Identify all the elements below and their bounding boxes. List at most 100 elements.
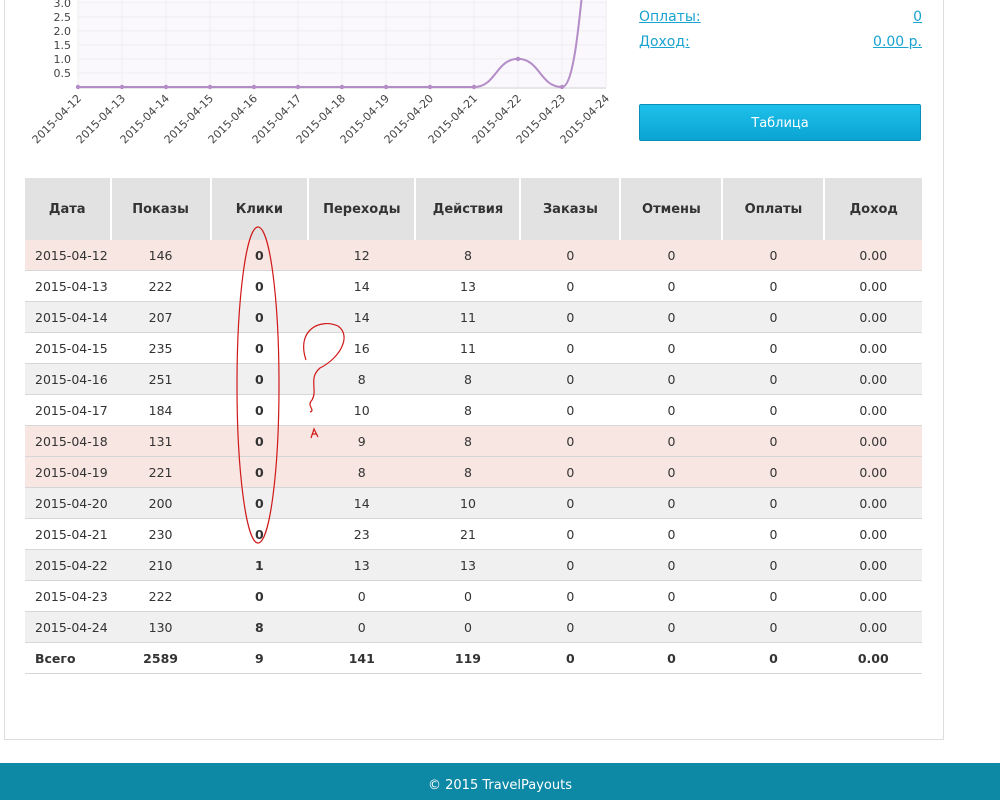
point bbox=[383, 84, 389, 90]
table-cell: 0 bbox=[620, 301, 723, 333]
column-header: Оплаты bbox=[721, 178, 825, 240]
summary-label[interactable]: Доход: bbox=[639, 34, 690, 50]
table-button[interactable]: Таблица bbox=[639, 104, 921, 141]
table-cell: 0.00 bbox=[824, 549, 922, 581]
table-cell: 0 bbox=[620, 270, 723, 302]
table-cell: 0.00 bbox=[824, 518, 922, 550]
table-cell: 8 bbox=[210, 611, 309, 643]
table-cell: 0.00 bbox=[824, 394, 922, 426]
table-cell: 0 bbox=[620, 487, 723, 519]
table-cell: 0 bbox=[620, 518, 723, 550]
table-cell: 222 bbox=[110, 270, 211, 302]
table-row: 2015-04-21 230 0 23 21 0 0 0 0.00 bbox=[25, 518, 922, 550]
table-cell: 0 bbox=[722, 456, 825, 488]
table-cell: 222 bbox=[110, 580, 211, 612]
column-header: Дата bbox=[25, 178, 111, 240]
column-header: Доход bbox=[823, 178, 922, 240]
table-cell: 2015-04-22 bbox=[25, 549, 111, 581]
table-row: 2015-04-24 130 8 0 0 0 0 0 0.00 bbox=[25, 611, 922, 643]
table-cell: 11 bbox=[415, 301, 521, 333]
table-cell: 0 bbox=[210, 425, 309, 457]
table-cell: 0 bbox=[520, 394, 621, 426]
point bbox=[559, 84, 565, 90]
column-header: Переходы bbox=[307, 178, 416, 240]
table-cell: 235 bbox=[110, 332, 211, 364]
table-cell: 8 bbox=[308, 456, 416, 488]
table-cell: 0 bbox=[620, 549, 723, 581]
table-cell: 12 bbox=[308, 240, 416, 271]
table-cell: 0 bbox=[308, 611, 416, 643]
table-cell: 0.00 bbox=[824, 240, 922, 271]
table-cell: 0 bbox=[210, 301, 309, 333]
table-cell: 0.00 bbox=[824, 611, 922, 643]
table-cell: 0 bbox=[722, 270, 825, 302]
total-cell: 0 bbox=[722, 642, 825, 674]
table-cell: 0 bbox=[520, 611, 621, 643]
table-cell: 0 bbox=[210, 456, 309, 488]
point bbox=[339, 84, 345, 90]
y-tick-label: 3.0 bbox=[54, 0, 72, 10]
table-cell: 0 bbox=[620, 456, 723, 488]
table-cell: 0 bbox=[520, 549, 621, 581]
table-cell: 0 bbox=[520, 332, 621, 364]
table-cell: 0 bbox=[620, 240, 723, 271]
table-cell: 0 bbox=[520, 240, 621, 271]
table-cell: 0 bbox=[520, 270, 621, 302]
table-cell: 0 bbox=[722, 363, 825, 395]
table-row: 2015-04-19 221 0 8 8 0 0 0 0.00 bbox=[25, 456, 922, 488]
table-cell: 2015-04-17 bbox=[25, 394, 111, 426]
stats-table: Дата Показы Клики Переходы Действия Заказы Отм… bbox=[25, 178, 922, 674]
table-cell: 0 bbox=[722, 425, 825, 457]
summary-value[interactable]: 0.00 р. bbox=[873, 34, 922, 50]
table-row: 2015-04-14 207 0 14 11 0 0 0 0.00 bbox=[25, 301, 922, 333]
y-tick-label: 2.0 bbox=[54, 25, 72, 38]
table-cell: 0 bbox=[308, 580, 416, 612]
table-cell: 0 bbox=[210, 363, 309, 395]
y-tick-label: 1.5 bbox=[54, 39, 72, 52]
chart: 0.51.01.52.02.53.02015-04-122015-04-1320… bbox=[30, 0, 612, 146]
table-cell: 11 bbox=[415, 332, 521, 364]
table-cell: 0 bbox=[210, 487, 309, 519]
table-cell: 13 bbox=[415, 270, 521, 302]
summary-value[interactable]: 0 bbox=[913, 9, 922, 25]
table-cell: 2015-04-18 bbox=[25, 425, 111, 457]
column-header: Действия bbox=[414, 178, 521, 240]
table-cell: 0 bbox=[210, 240, 309, 271]
table-cell: 0 bbox=[520, 456, 621, 488]
total-cell: 141 bbox=[308, 642, 416, 674]
table-cell: 0.00 bbox=[824, 301, 922, 333]
table-cell: 131 bbox=[110, 425, 211, 457]
total-cell: 0.00 bbox=[824, 642, 922, 674]
table-cell: 0 bbox=[520, 518, 621, 550]
point bbox=[471, 84, 477, 90]
table-cell: 230 bbox=[110, 518, 211, 550]
table-cell: 0 bbox=[722, 580, 825, 612]
table-cell: 0.00 bbox=[824, 456, 922, 488]
table-cell: 207 bbox=[110, 301, 211, 333]
column-header: Клики bbox=[209, 178, 309, 240]
table-cell: 0.00 bbox=[824, 270, 922, 302]
table-cell: 0.00 bbox=[824, 425, 922, 457]
table-cell: 0 bbox=[722, 549, 825, 581]
table-cell: 0 bbox=[210, 580, 309, 612]
table-cell: 210 bbox=[110, 549, 211, 581]
table-cell: 1 bbox=[210, 549, 309, 581]
table-cell: 2015-04-14 bbox=[25, 301, 111, 333]
table-cell: 200 bbox=[110, 487, 211, 519]
table-cell: 0 bbox=[620, 425, 723, 457]
table-cell: 10 bbox=[308, 394, 416, 426]
table-cell: 0 bbox=[722, 332, 825, 364]
table-cell: 2015-04-13 bbox=[25, 270, 111, 302]
table-row: 2015-04-22 210 1 13 13 0 0 0 0.00 bbox=[25, 549, 922, 581]
table-cell: 2015-04-15 bbox=[25, 332, 111, 364]
point bbox=[75, 84, 81, 90]
table-row: 2015-04-18 131 0 9 8 0 0 0 0.00 bbox=[25, 425, 922, 457]
table-cell: 9 bbox=[308, 425, 416, 457]
summary-label[interactable]: Оплаты: bbox=[639, 9, 701, 25]
table-cell: 14 bbox=[308, 270, 416, 302]
table-row: 2015-04-17 184 0 10 8 0 0 0 0.00 bbox=[25, 394, 922, 426]
table-cell: 0 bbox=[210, 332, 309, 364]
table-cell: 2015-04-20 bbox=[25, 487, 111, 519]
point bbox=[295, 84, 301, 90]
